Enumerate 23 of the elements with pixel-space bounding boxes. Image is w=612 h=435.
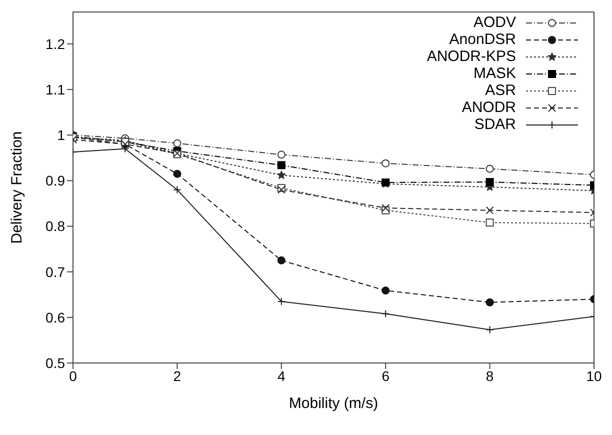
y-axis-title: Delivery Fraction [8, 131, 26, 244]
legend-label: SDAR [474, 116, 516, 133]
y-tick-label: 0.8 [46, 218, 66, 234]
y-tick-label: 1 [57, 127, 66, 144]
x-tick-label: 6 [382, 368, 390, 384]
y-tick-label: 1.2 [46, 36, 66, 52]
y-tick-label: 1.1 [46, 81, 66, 98]
legend-label: ANODR-KPS [426, 48, 516, 65]
x-tick-label: 4 [278, 368, 286, 384]
legend-label: ASR [485, 82, 516, 99]
y-tick-label: 0.9 [46, 172, 66, 189]
y-tick-label: 0.7 [46, 264, 66, 280]
x-tick-label: 2 [173, 368, 182, 384]
legend-label: AODV [473, 14, 516, 31]
x-axis-title: Mobility (m/s) [288, 395, 378, 412]
y-tick-label: 0.6 [46, 309, 66, 326]
legend-label: MASK [473, 65, 516, 82]
legend-label: ANODR [462, 99, 516, 116]
x-tick-label: 8 [486, 368, 494, 384]
legend-label: AnonDSR [449, 31, 516, 48]
y-tick-label: 0.5 [46, 354, 66, 371]
x-tick-label: 0 [69, 368, 78, 384]
x-tick-label: 10 [586, 368, 602, 384]
